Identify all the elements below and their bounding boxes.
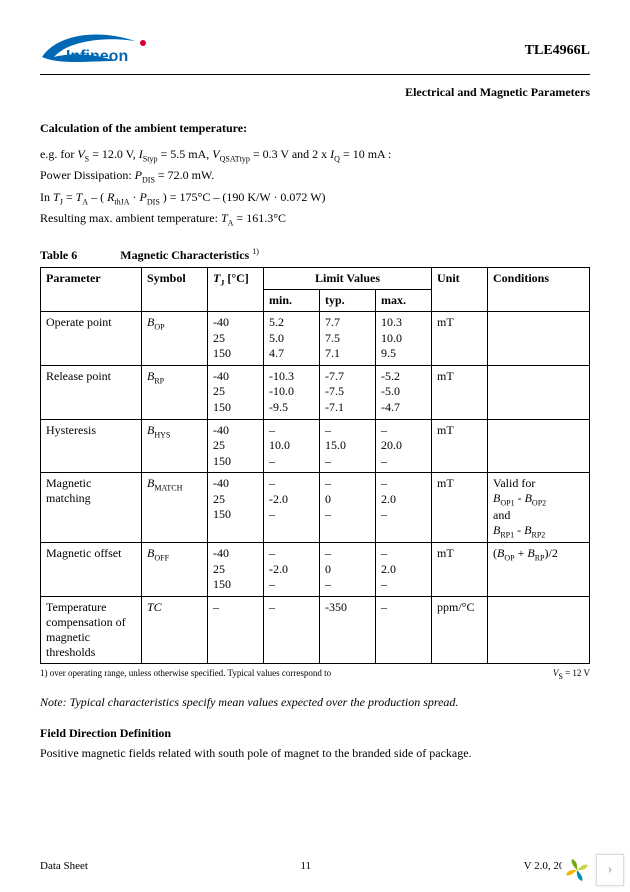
table-title: Table 6 Magnetic Characteristics 1) bbox=[40, 247, 590, 263]
col-min: min. bbox=[264, 289, 320, 311]
col-parameter: Parameter bbox=[41, 267, 142, 311]
col-typ: typ. bbox=[320, 289, 376, 311]
header: Infineon TLE4966L bbox=[40, 28, 590, 74]
page: Infineon TLE4966L Electrical and Magneti… bbox=[0, 0, 630, 892]
col-tj: TJ [°C] bbox=[208, 267, 264, 311]
viewer-logo-icon bbox=[562, 855, 592, 885]
table-row: HysteresisBHYS-4025150–10.0––15.0––20.0–… bbox=[41, 419, 590, 473]
table-row: Release pointBRP-4025150-10.3-10.0-9.5-7… bbox=[41, 365, 590, 419]
calc-line-1: e.g. for VS = 12.0 V, IStyp = 5.5 mA, VQ… bbox=[40, 146, 590, 165]
table-number: Table 6 bbox=[40, 248, 77, 262]
calc-line-3: In TJ = TA – ( RthJA · PDIS ) = 175°C – … bbox=[40, 189, 590, 208]
table-name: Magnetic Characteristics bbox=[120, 248, 249, 262]
table-row: Temperature compensation of magnetic thr… bbox=[41, 596, 590, 663]
field-direction-text: Positive magnetic fields related with so… bbox=[40, 745, 590, 761]
table-row: Operate pointBOP-40251505.25.04.77.77.57… bbox=[41, 311, 590, 365]
footer-left: Data Sheet bbox=[40, 860, 88, 872]
field-direction-title: Field Direction Definition bbox=[40, 726, 590, 741]
page-footer: Data Sheet 11 V 2.0, 2009-01 bbox=[40, 860, 590, 872]
section-title: Electrical and Magnetic Parameters bbox=[40, 85, 590, 100]
col-symbol: Symbol bbox=[142, 267, 208, 311]
calc-line-2: Power Dissipation: PDIS = 72.0 mW. bbox=[40, 167, 590, 186]
next-page-button[interactable]: › bbox=[596, 854, 624, 886]
header-rule bbox=[40, 74, 590, 75]
calc-heading: Calculation of the ambient temperature: bbox=[40, 120, 590, 136]
col-conditions: Conditions bbox=[488, 267, 590, 311]
viewer-controls: › bbox=[562, 854, 624, 886]
table-header-row-1: Parameter Symbol TJ [°C] Limit Values Un… bbox=[41, 267, 590, 289]
calc-line-4: Resulting max. ambient temperature: TA =… bbox=[40, 210, 590, 229]
table-footnote: 1) over operating range, unless otherwis… bbox=[40, 668, 590, 681]
col-limit: Limit Values bbox=[264, 267, 432, 289]
col-unit: Unit bbox=[432, 267, 488, 311]
magnetic-characteristics-table: Parameter Symbol TJ [°C] Limit Values Un… bbox=[40, 267, 590, 664]
svg-text:Infineon: Infineon bbox=[66, 48, 128, 65]
calculation-block: Calculation of the ambient temperature: … bbox=[40, 120, 590, 229]
product-name: TLE4966L bbox=[525, 43, 590, 59]
col-max: max. bbox=[376, 289, 432, 311]
footer-page-number: 11 bbox=[300, 860, 311, 872]
note-text: Note: Typical characteristics specify me… bbox=[40, 695, 590, 710]
table-row: Magnetic matchingBMATCH-4025150–-2.0––0–… bbox=[41, 473, 590, 543]
table-row: Magnetic offsetBOFF-4025150–-2.0––0––2.0… bbox=[41, 543, 590, 597]
infineon-logo-icon: Infineon bbox=[40, 31, 160, 71]
brand-logo: Infineon bbox=[40, 31, 160, 71]
